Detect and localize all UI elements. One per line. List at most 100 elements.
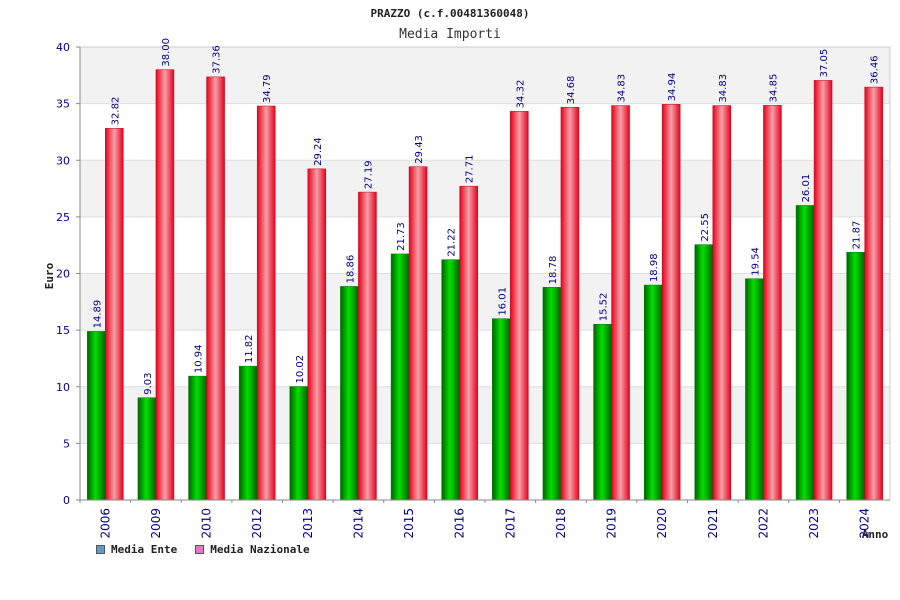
- legend-item-nazionale: Media Nazionale: [195, 543, 310, 556]
- legend-swatch-nazionale: [195, 545, 205, 554]
- x-tick-label: 2009: [149, 508, 163, 539]
- data-label-media-nazionale: 34.94: [667, 73, 678, 102]
- data-label-media-ente: 21.87: [852, 221, 863, 250]
- data-label-media-ente: 26.01: [801, 174, 812, 203]
- x-tick-label: 2015: [402, 508, 416, 539]
- bar-media-ente: [795, 205, 815, 501]
- bar-media-nazionale: [206, 76, 225, 501]
- x-tick-label: 2013: [301, 508, 315, 539]
- x-tick-label: 2020: [655, 508, 669, 539]
- bar-media-ente: [643, 284, 663, 501]
- bar-media-nazionale: [661, 104, 681, 501]
- x-tick-label: 2018: [554, 508, 568, 539]
- bar-media-nazionale: [459, 185, 478, 501]
- bar-media-ente: [87, 331, 106, 501]
- bar-media-ente: [846, 252, 865, 501]
- x-tick-label: 2012: [250, 508, 264, 539]
- data-label-media-nazionale: 34.79: [262, 74, 273, 103]
- bar-media-nazionale: [813, 80, 833, 501]
- data-label-media-ente: 9.03: [143, 372, 154, 394]
- data-label-media-nazionale: 34.85: [768, 74, 779, 103]
- bar-media-ente: [694, 244, 714, 501]
- x-axis: 2006 2009 2010 2012 2013 2014 2015 2016 2017 2018…: [79, 499, 890, 539]
- x-tick-label: 2010: [200, 508, 214, 539]
- data-label-media-ente: 21.22: [447, 228, 458, 257]
- y-tick-label: 35: [56, 98, 70, 111]
- data-label-media-ente: 15.52: [599, 293, 610, 322]
- legend-label-nazionale: Media Nazionale: [210, 543, 310, 556]
- x-tick-label: 2014: [351, 508, 365, 539]
- x-tick-label: 2023: [807, 508, 821, 539]
- x-tick-label: 2021: [706, 508, 720, 539]
- x-tick-label: 2006: [98, 508, 112, 539]
- legend: Media Ente Media Nazionale: [96, 543, 310, 556]
- chart-subtitle: Media Importi: [399, 27, 501, 42]
- bar-media-nazionale: [510, 111, 529, 501]
- data-label-media-nazionale: 29.43: [414, 135, 425, 164]
- data-label-media-ente: 18.86: [345, 255, 356, 284]
- bar-media-ente: [441, 259, 460, 501]
- data-label-media-nazionale: 37.05: [819, 49, 830, 78]
- bar-media-ente: [745, 278, 764, 501]
- bar-media-nazionale: [611, 105, 630, 501]
- bar-media-nazionale: [560, 106, 580, 501]
- y-axis-label: Euro: [43, 262, 56, 289]
- y-tick-label: 0: [63, 494, 70, 507]
- data-label-media-nazionale: 27.71: [465, 155, 476, 184]
- bar-media-ente: [492, 318, 511, 501]
- x-tick-label: 2022: [756, 508, 770, 539]
- data-label-media-nazionale: 29.24: [313, 137, 324, 166]
- legend-item-ente: Media Ente: [96, 543, 177, 556]
- data-label-media-ente: 14.89: [92, 300, 103, 329]
- bar-media-ente: [289, 386, 309, 501]
- bar-media-ente: [137, 397, 157, 501]
- bar-media-nazionale: [358, 191, 377, 501]
- data-label-media-nazionale: 34.32: [515, 80, 526, 109]
- data-label-media-nazionale: 37.36: [212, 45, 223, 74]
- y-tick-label: 25: [56, 211, 70, 224]
- data-label-media-nazionale: 32.82: [110, 97, 121, 126]
- x-tick-label: 2019: [605, 508, 619, 539]
- data-label-media-ente: 19.54: [750, 247, 761, 276]
- bar-media-nazionale: [712, 105, 732, 501]
- legend-label-ente: Media Ente: [111, 543, 178, 556]
- data-label-media-ente: 18.98: [649, 253, 660, 282]
- bar-media-ente: [238, 365, 258, 501]
- x-tick-label: 2016: [453, 508, 467, 539]
- data-label-media-nazionale: 34.83: [617, 74, 628, 103]
- y-tick-label: 20: [56, 268, 70, 281]
- y-tick-label: 10: [56, 381, 70, 394]
- data-label-media-nazionale: 36.46: [870, 55, 881, 84]
- legend-swatch-ente: [96, 545, 105, 554]
- data-label-media-nazionale: 38.00: [161, 38, 172, 67]
- x-axis-label: Anno: [862, 528, 889, 541]
- data-label-media-ente: 21.73: [396, 222, 407, 251]
- bar-media-ente: [188, 375, 207, 501]
- bar-media-nazionale: [864, 86, 883, 501]
- bar-media-nazionale: [307, 168, 327, 501]
- y-tick-label: 15: [56, 324, 70, 337]
- data-label-media-ente: 16.01: [497, 287, 508, 316]
- bar-media-ente: [542, 287, 562, 501]
- data-label-media-ente: 10.02: [295, 355, 306, 384]
- bar-media-ente: [390, 253, 410, 501]
- chart-title: PRAZZO (c.f.00481360048): [371, 7, 530, 20]
- bar-media-ente: [593, 323, 612, 501]
- data-label-media-nazionale: 34.68: [566, 76, 577, 105]
- data-label-media-ente: 10.94: [194, 344, 205, 373]
- data-label-media-ente: 22.55: [700, 213, 711, 242]
- x-tick-label: 2024: [858, 508, 872, 539]
- data-label-media-nazionale: 27.19: [363, 160, 374, 189]
- bar-media-nazionale: [408, 166, 428, 501]
- bar-media-nazionale: [105, 128, 124, 501]
- bar-media-nazionale: [763, 105, 782, 501]
- bar-media-ente: [340, 286, 359, 501]
- data-label-media-nazionale: 34.83: [718, 74, 729, 103]
- data-label-media-ente: 11.82: [244, 334, 255, 363]
- y-tick-label: 5: [63, 437, 70, 450]
- data-label-media-ente: 18.78: [548, 256, 559, 285]
- bar-media-nazionale: [155, 69, 175, 501]
- x-tick-label: 2017: [503, 508, 517, 539]
- y-tick-label: 40: [56, 41, 70, 54]
